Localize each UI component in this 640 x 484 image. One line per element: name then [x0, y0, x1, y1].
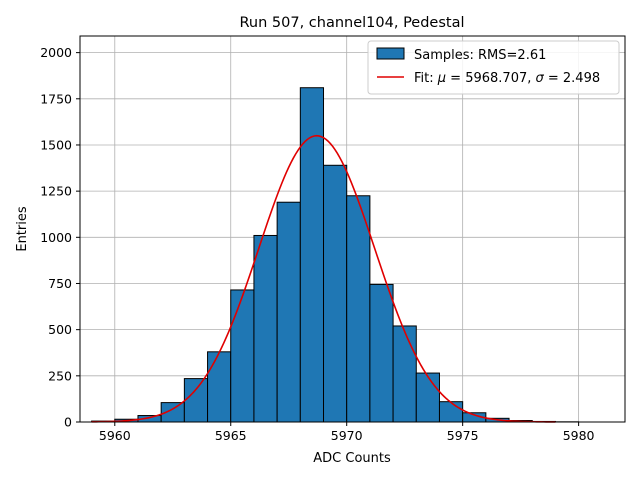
histogram-bar: [184, 379, 207, 422]
legend-label-fit: Fit: μ = 5968.707, σ = 2.498: [414, 71, 600, 86]
histogram-bar: [370, 284, 393, 422]
x-tick-label: 5965: [215, 428, 247, 443]
histogram-bar: [439, 402, 462, 422]
legend-label-samples: Samples: RMS=2.61: [414, 48, 546, 63]
histogram-bar: [393, 326, 416, 422]
y-tick-label: 1500: [40, 137, 72, 152]
x-tick-label: 5970: [331, 428, 363, 443]
y-tick-label: 750: [48, 276, 72, 291]
x-tick-label: 5975: [447, 428, 479, 443]
histogram-bar: [347, 196, 370, 422]
legend: Samples: RMS=2.61 Fit: μ = 5968.707, σ =…: [368, 41, 619, 94]
y-tick-label: 500: [48, 322, 72, 337]
chart-title: Run 507, channel104, Pedestal: [239, 15, 464, 31]
y-tick-label: 250: [48, 368, 72, 383]
histogram-bar: [300, 88, 323, 422]
histogram-bar: [254, 235, 277, 422]
y-tick-label: 1000: [40, 230, 72, 245]
legend-sigma-value: = 2.498: [544, 71, 600, 86]
y-tick-label: 0: [64, 415, 72, 430]
histogram-bar: [324, 165, 347, 422]
x-tick-label: 5980: [563, 428, 595, 443]
x-axis-label: ADC Counts: [313, 451, 391, 466]
legend-fit-prefix: Fit:: [414, 71, 438, 86]
x-tick-label: 5960: [99, 428, 131, 443]
legend-swatch-samples: [377, 48, 404, 59]
y-tick-label: 1250: [40, 184, 72, 199]
y-tick-label: 1750: [40, 91, 72, 106]
y-axis-label: Entries: [15, 206, 30, 252]
histogram-bar: [416, 373, 439, 422]
histogram-bar: [277, 202, 300, 422]
y-tick-label: 2000: [40, 45, 72, 60]
histogram-bar: [208, 352, 231, 422]
histogram-bar: [231, 290, 254, 422]
legend-mu-symbol: μ: [437, 71, 446, 86]
legend-mu-value: = 5968.707,: [446, 71, 535, 86]
